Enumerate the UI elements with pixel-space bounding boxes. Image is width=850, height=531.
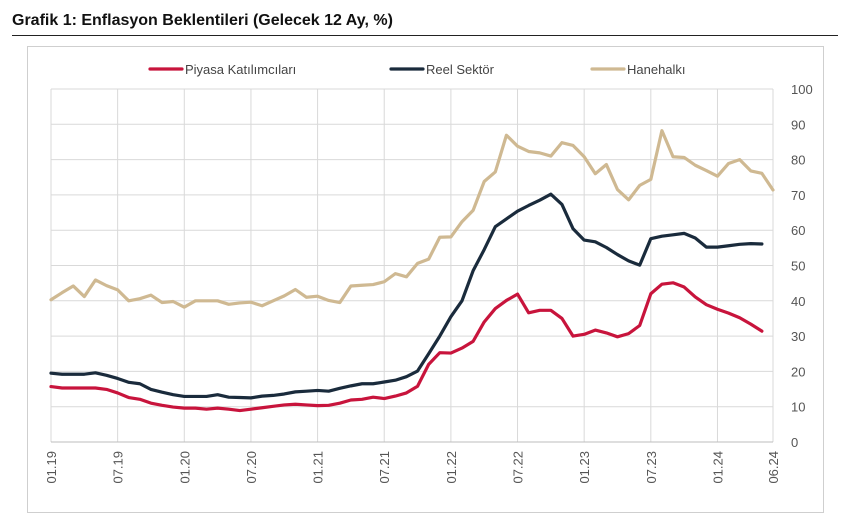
series-line-2 (49, 129, 775, 309)
x-tick-label: 01.21 (311, 451, 326, 484)
x-tick-label: 06.24 (766, 451, 781, 484)
y-tick-label: 100 (791, 82, 813, 97)
legend: Piyasa Katılımcıları Reel Sektör Hanehalkı (148, 62, 686, 77)
y-tick-label: 50 (791, 259, 805, 274)
y-tick-label: 80 (791, 153, 805, 168)
series-line-0 (49, 281, 764, 413)
x-axis-labels: 01.19 07.19 01.20 07.20 01.21 07.21 01.22 07.22… (44, 451, 781, 484)
y-tick-label: 0 (791, 435, 798, 450)
legend-label: Piyasa Katılımcıları (185, 62, 296, 77)
series-lines (49, 129, 775, 413)
legend-label: Reel Sektör (426, 62, 495, 77)
legend-label: Hanehalkı (627, 62, 686, 77)
x-tick-label: 01.23 (577, 451, 592, 484)
x-tick-label: 07.20 (244, 451, 259, 484)
x-tick-label: 01.20 (177, 451, 192, 484)
x-tick-label: 07.21 (377, 451, 392, 484)
y-tick-label: 40 (791, 294, 805, 309)
x-tick-label: 01.19 (44, 451, 59, 484)
y-tick-label: 30 (791, 329, 805, 344)
grid-lines (50, 88, 774, 442)
y-axis-labels: 0 10 20 30 40 50 60 70 80 90 100 (791, 82, 813, 450)
title-underline (12, 35, 838, 36)
y-tick-label: 10 (791, 400, 805, 415)
y-tick-label: 60 (791, 223, 805, 238)
x-tick-label: 07.23 (644, 451, 659, 484)
y-tick-label: 90 (791, 117, 805, 132)
y-tick-label: 20 (791, 364, 805, 379)
chart-title: Grafik 1: Enflasyon Beklentileri (Gelece… (12, 12, 393, 29)
x-tick-label: 07.19 (111, 451, 126, 484)
series-line-1 (49, 192, 764, 400)
x-tick-label: 01.22 (444, 451, 459, 484)
x-tick-label: 01.24 (710, 451, 725, 484)
y-tick-label: 70 (791, 188, 805, 203)
chart-frame (27, 46, 824, 513)
x-tick-label: 07.22 (511, 451, 526, 484)
